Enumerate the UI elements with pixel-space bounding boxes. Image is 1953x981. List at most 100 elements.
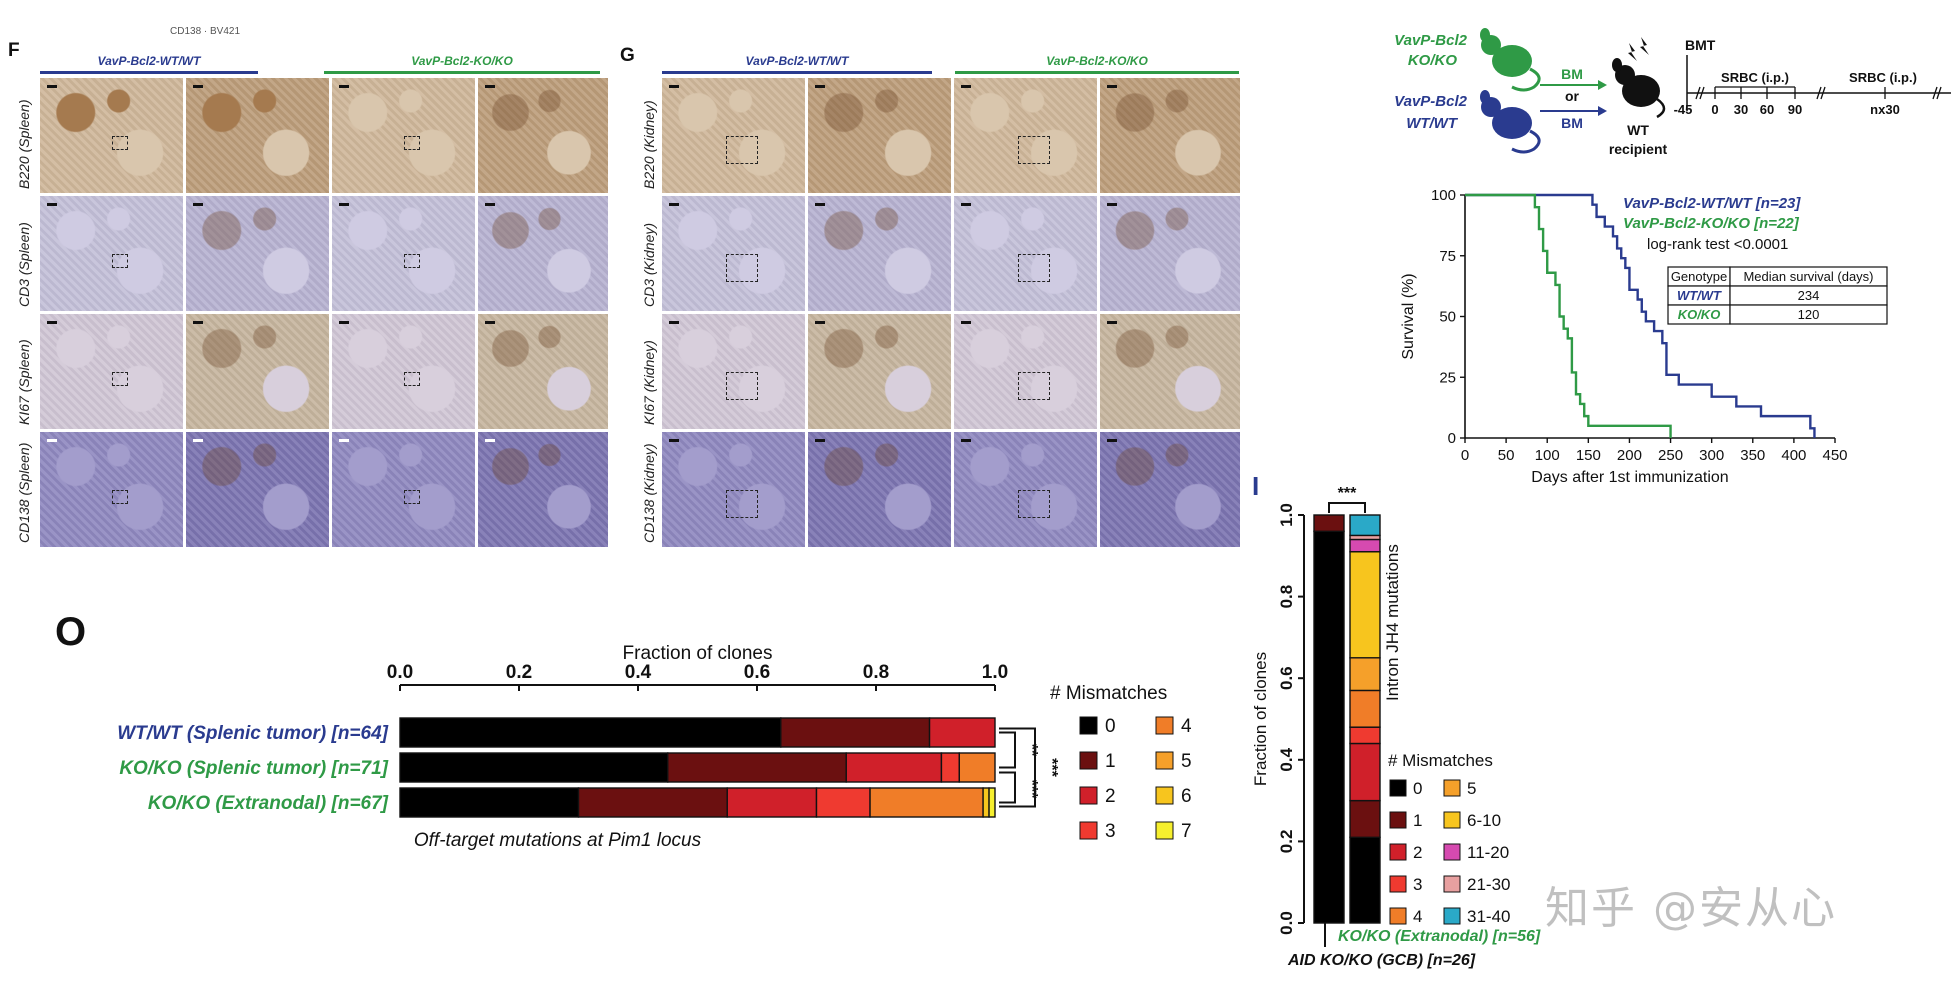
offtarget-legend-label: 3 [1105,821,1116,842]
intron-legend-label: 6-10 [1467,811,1501,830]
intron-y-tick-label: 0.6 [1277,666,1296,690]
km-table-cell [1729,304,1888,325]
intron-category-label-aid: AID KO/KO (GCB) [n=26] [1287,952,1476,969]
timeline-tick-label-1: 0 [1711,102,1718,117]
offtarget-bar-segment [845,752,943,783]
scale-bar [485,203,495,206]
offtarget-legend-label: 5 [1181,751,1192,772]
intron-legend-label: 2 [1413,843,1422,862]
donor-wt-line1: VavP-Bcl2 [1394,93,1467,110]
panel-f-label: F [8,40,20,61]
donor-ko-line2: KO/KO [1408,52,1458,69]
intron-legend-label: 0 [1413,779,1422,798]
km-table-text: KO/KO [1678,307,1721,322]
scale-bar [815,203,825,206]
offtarget-bar-segment [399,752,669,783]
scale-bar [47,85,57,88]
panel-f-micrograph-tile [478,314,608,429]
scale-bar [1107,85,1117,88]
bm-arrow-green-head [1598,80,1607,90]
panel-f-micrograph-tile [478,432,608,547]
offtarget-title: Fraction of clones [623,643,773,664]
offtarget-x-tick-label: 0.8 [863,662,889,683]
offtarget-bar-segment [928,717,996,748]
km-y-tick-label: 0 [1448,430,1456,447]
srbc-label-1: SRBC (i.p.) [1721,70,1789,85]
panel-f-row-label: CD138 (Spleen) [16,442,32,543]
offtarget-bar-segment [780,717,931,748]
intron-bar-segment [1313,514,1345,533]
panel-g-row-label: CD138 (Kidney) [641,443,657,543]
intron-legend-label: 31-40 [1467,907,1510,926]
panel-f-micrograph-tile [478,78,608,193]
km-table-text: 120 [1798,307,1820,322]
panel-g-group-ko-line [955,71,1239,74]
zoom-region-box [725,253,758,282]
intron-legend-swatch [1443,907,1461,925]
scale-bar [1107,439,1117,442]
offtarget-bar-segment [726,787,818,818]
bm-label-2: BM [1561,115,1583,131]
offtarget-bar-segment [940,752,961,783]
offtarget-legend-swatch [1155,786,1174,805]
sig-bracket-1 [999,731,1016,769]
panel-g-micrograph-tile [662,78,805,193]
zoom-region-box [111,253,128,268]
timeline-tick-label-4: 90 [1788,102,1802,117]
panel-g-row-label: CD3 (Kidney) [641,222,657,307]
offtarget-bar-segment [667,752,847,783]
offtarget-bar-segment [399,717,782,748]
panel-f-micrograph-tile [40,196,183,311]
scale-bar [1107,203,1117,206]
timeline-ticks [1714,87,1886,99]
km-x-axis-title: Days after 1st immunization [1531,469,1728,486]
offtarget-x-tick-label: 0.6 [744,662,770,683]
sig-stars-3: *** [1043,758,1060,777]
panel-g-group-wt: VavP-Bcl2-WT/WT [745,54,849,68]
km-x-tick-label: 350 [1740,447,1765,464]
or-label: or [1565,88,1580,104]
panel-g-micrograph-tile [1100,432,1240,547]
km-x-tick-label: 0 [1461,447,1469,464]
offtarget-legend-swatch [1079,786,1098,805]
zoom-region-box [111,371,128,386]
offtarget-legend-title: # Mismatches [1050,683,1167,704]
intron-legend-label: 5 [1467,779,1476,798]
recipient-label-1: WT [1627,122,1649,138]
km-x-tick-label: 150 [1576,447,1601,464]
recipient-mouse-icon [1612,58,1666,119]
zoom-region-box [725,371,758,400]
blue-mouse-icon [1480,90,1541,154]
intron-legend-swatch [1389,907,1407,925]
scale-bar [815,439,825,442]
offtarget-category-label: KO/KO (Splenic tumor) [n=71] [119,758,388,779]
offtarget-legend-label: 0 [1105,716,1116,737]
intron-legend-label: 3 [1413,875,1422,894]
intron-right-label: Intron JH4 mutations [1383,544,1402,701]
panel-f-group-ko-line [324,71,600,74]
zoom-region-box [725,135,758,164]
panel-f-micrograph-tile [186,314,329,429]
scale-bar [193,439,203,442]
intron-legend-swatch [1443,875,1461,893]
donor-ko-line1: VavP-Bcl2 [1394,32,1467,49]
panel-f-micrograph-tile [332,314,475,429]
offtarget-category-label: WT/WT (Splenic tumor) [n=64] [117,723,388,744]
panel-f-micrograph-tile [186,432,329,547]
km-x-tick-label: 450 [1822,447,1847,464]
panel-f-row-label: CD3 (Spleen) [16,222,32,307]
scale-bar [339,203,349,206]
panel-f-micrograph-tile [332,78,475,193]
km-table-text: 234 [1798,288,1820,303]
timeline-tick-label-0: -45 [1674,102,1693,117]
intron-legend-label: 11-20 [1467,843,1509,862]
km-y-tick-label: 75 [1439,248,1456,265]
zoom-region-box [403,489,420,504]
zoom-region-box [1017,489,1050,518]
offtarget-legend-label: 4 [1181,716,1192,737]
scale-bar [485,85,495,88]
intron-legend-swatch [1389,779,1407,797]
bmt-label: BMT [1685,37,1716,53]
intron-sig-bracket [1328,502,1366,513]
offtarget-x-tick-label: 0.4 [625,662,652,683]
